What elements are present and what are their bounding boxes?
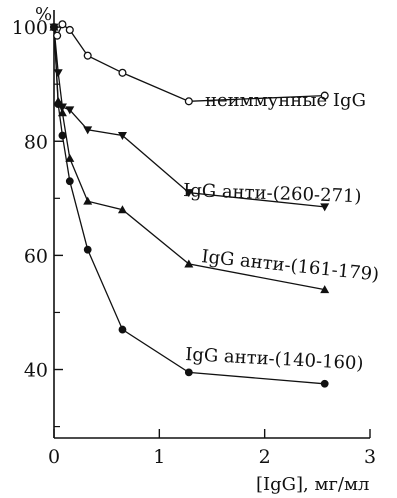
data-point bbox=[117, 205, 127, 214]
data-point bbox=[184, 189, 194, 198]
data-point bbox=[184, 368, 193, 377]
data-point bbox=[65, 177, 74, 186]
series-markers bbox=[49, 20, 330, 388]
data-point bbox=[320, 203, 330, 212]
x-tick-label: 3 bbox=[364, 446, 376, 468]
y-tick-label: 60 bbox=[24, 245, 48, 267]
data-point bbox=[53, 69, 63, 78]
data-point bbox=[184, 259, 194, 268]
x-axis-title: [IgG], мг/мл bbox=[256, 474, 369, 495]
data-point bbox=[118, 68, 127, 77]
data-point bbox=[53, 31, 62, 40]
series-label-nonimmune: неиммунные IgG bbox=[205, 90, 366, 111]
series-line-3 bbox=[53, 27, 325, 385]
x-tick-label: 1 bbox=[153, 446, 165, 468]
data-point bbox=[117, 132, 127, 141]
y-tick-label: 40 bbox=[24, 360, 48, 382]
data-point bbox=[320, 285, 330, 294]
data-point bbox=[118, 325, 127, 334]
ticks: 40 60 80 100 0 1 2 3 bbox=[12, 17, 376, 468]
data-point bbox=[320, 91, 329, 100]
series-label-161-179: IgG анти-(161-179) bbox=[200, 246, 380, 286]
data-point bbox=[83, 245, 92, 254]
data-point bbox=[83, 196, 93, 205]
series-line-1 bbox=[53, 27, 325, 208]
series-label-260-271: IgG анти-(260-271) bbox=[183, 180, 362, 207]
y-tick-label: 80 bbox=[24, 131, 48, 153]
y-axis-title: % bbox=[35, 4, 52, 25]
y-tick-label: 100 bbox=[12, 17, 48, 39]
x-tick-label: 2 bbox=[259, 446, 271, 468]
x-tick-label: 0 bbox=[48, 446, 60, 468]
data-point bbox=[83, 126, 93, 135]
data-point bbox=[83, 51, 92, 60]
data-point bbox=[320, 379, 329, 388]
data-point bbox=[58, 131, 67, 140]
data-point bbox=[184, 97, 193, 106]
data-point bbox=[58, 20, 67, 29]
data-point bbox=[54, 100, 63, 109]
data-point bbox=[65, 153, 75, 162]
series-label-140-160: IgG анти-(140-160) bbox=[185, 344, 364, 374]
data-point bbox=[65, 25, 74, 35]
axes bbox=[53, 10, 370, 439]
data-point bbox=[65, 106, 75, 115]
data-point bbox=[50, 23, 58, 32]
series-line-2 bbox=[53, 27, 325, 291]
data-point bbox=[57, 108, 67, 117]
